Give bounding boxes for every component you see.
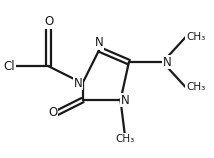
- Text: CH₃: CH₃: [115, 134, 134, 144]
- Text: CH₃: CH₃: [186, 82, 205, 92]
- Text: N: N: [74, 77, 83, 90]
- Text: N: N: [120, 94, 129, 107]
- Text: CH₃: CH₃: [186, 32, 205, 42]
- Text: O: O: [48, 106, 57, 119]
- Text: O: O: [44, 15, 54, 28]
- Text: N: N: [163, 56, 171, 69]
- Text: N: N: [95, 36, 104, 49]
- Text: Cl: Cl: [3, 60, 15, 73]
